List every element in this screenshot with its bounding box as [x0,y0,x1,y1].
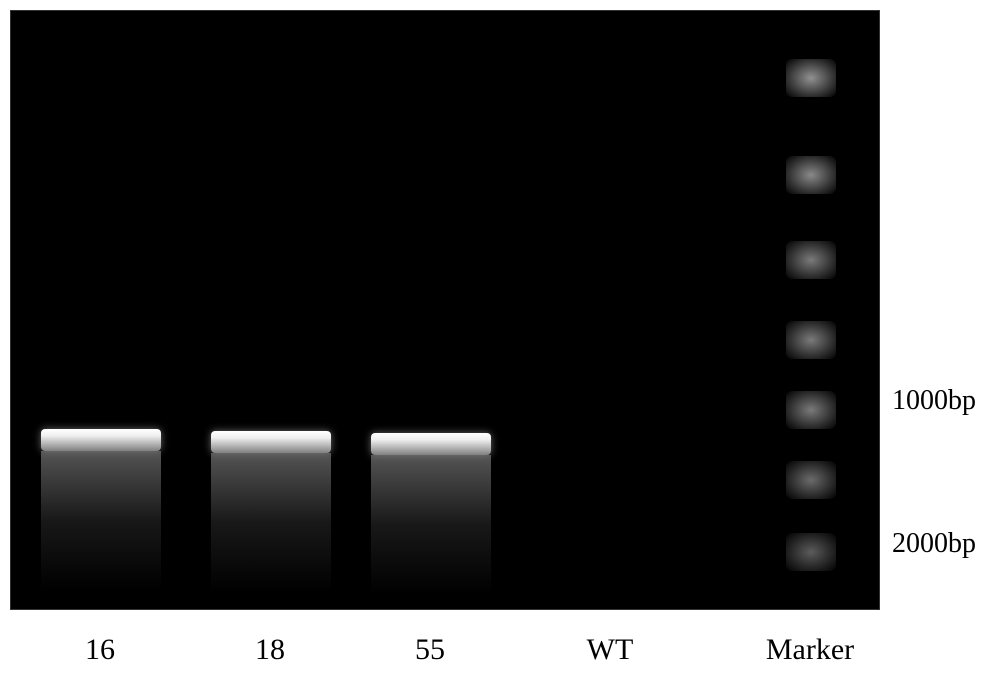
lane-marker-band [786,241,836,279]
lane-marker-band [786,321,836,359]
gel-wrapper: 1000bp 2000bp [10,10,880,610]
gel-figure: 1000bp 2000bp 16 1855WTMarker [10,10,990,673]
lane-labels-row: 161855WTMarker [10,633,880,673]
lane-label-lane-55: 55 [350,633,510,667]
size-label-2000bp: 2000bp [892,528,976,560]
lane-label-lane-18: 18 [190,633,350,667]
size-label-1000bp: 1000bp [892,385,976,417]
gel-image [10,10,880,610]
lane-16-band [41,429,161,451]
lane-marker-band [786,391,836,429]
lane-marker-band [786,461,836,499]
lane-55-band [371,433,491,455]
lane-18-band [211,431,331,453]
lane-label-lane-marker: Marker [710,633,910,667]
size-label-text: 2000bp [892,528,976,559]
lane-marker-band [786,156,836,194]
lane-label-lane-wt: WT [510,633,710,667]
lane-label-lane-16: 16 [30,633,170,667]
size-label-text: 1000bp [892,385,976,416]
lane-marker-band [786,59,836,97]
lane-marker-band [786,533,836,571]
